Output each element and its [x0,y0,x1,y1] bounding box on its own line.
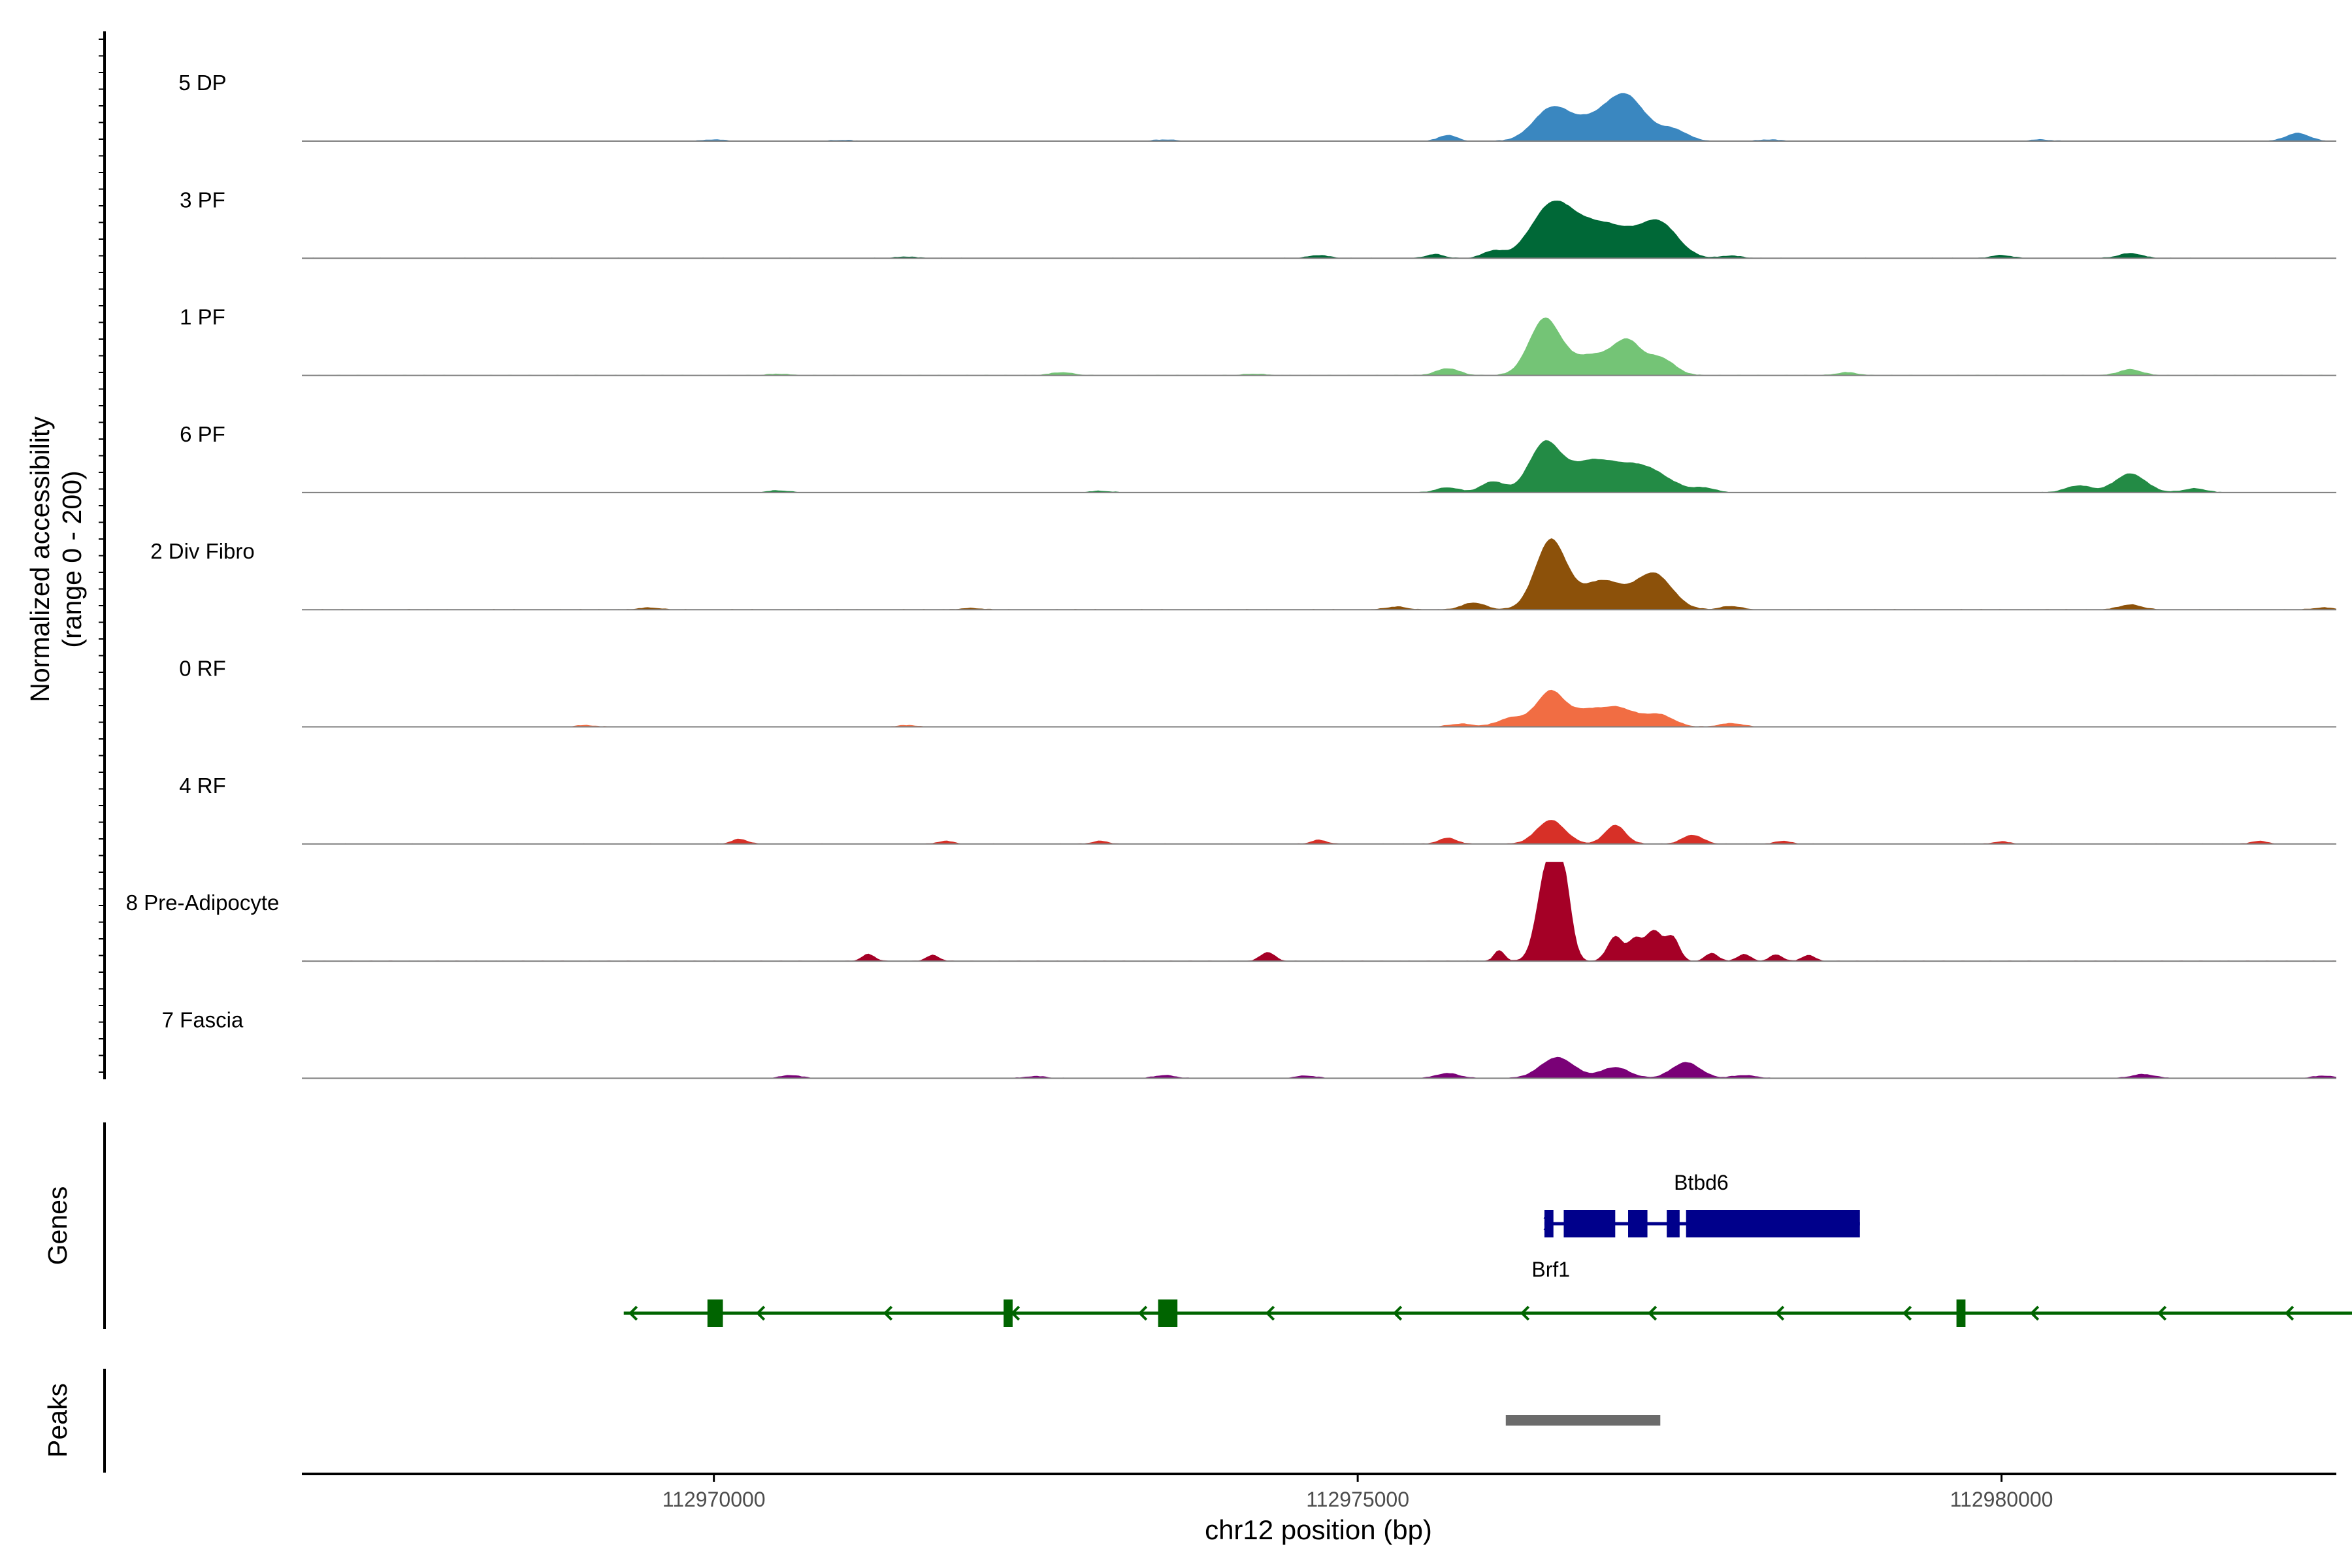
track-label-1-pf: 1 PF [180,305,225,329]
gene-exon [1667,1210,1680,1237]
coverage-y-axis [99,31,106,1079]
strand-arrow-icon [1902,1305,1912,1321]
gene-label-brf1: Brf1 [1531,1258,1570,1281]
x-tick-label: 112980000 [1950,1488,2053,1511]
y-axis-title-line2: (range 0 - 200) [57,470,87,647]
gene-brf1: Brf1 [623,1258,2352,1327]
gene-exon [1686,1210,1860,1237]
gene-exon [1563,1210,1616,1237]
track-label-5-dp: 5 DP [178,71,226,95]
gene-exon [1956,1299,1966,1327]
strand-arrow-icon [1647,1305,1658,1321]
strand-arrow-icon [2284,1305,2295,1321]
strand-arrow-icon [2157,1305,2167,1321]
track-label-4-rf: 4 RF [179,774,226,798]
strand-arrow-icon [1520,1305,1530,1321]
gene-models: Btbd6 Brf1 [623,1171,2352,1327]
track-8-pre-adipocyte: 8 Pre-Adipocyte [126,862,2336,962]
track-1-pf: 1 PF [180,305,2336,376]
gene-btbd6: Btbd6 [1543,1171,1860,1237]
track-label-3-pf: 3 PF [180,188,225,212]
x-tick-label: 112975000 [1306,1488,1409,1511]
coverage-area-1-pf [302,318,2336,376]
strand-arrow-icon [1137,1305,1148,1321]
genes-panel: Genes Btbd6 Brf1 [42,1122,2352,1329]
track-4-rf: 4 RF [179,774,2336,845]
peak-regions [1505,1415,1661,1426]
track-0-rf: 0 RF [179,657,2336,728]
track-3-pf: 3 PF [180,188,2336,259]
track-5-dp: 5 DP [178,71,2336,142]
gene-exon [1544,1210,1554,1237]
strand-arrow-icon [628,1305,638,1321]
track-6-pf: 6 PF [180,422,2336,493]
track-label-8-pre-adipocyte: 8 Pre-Adipocyte [126,890,280,915]
peaks-panel: Peaks [42,1369,1661,1473]
track-2-div-fibro: 2 Div Fibro [150,538,2336,611]
strand-arrow-icon [755,1305,766,1321]
coverage-area-6-pf [302,440,2336,493]
strand-arrow-icon [1392,1305,1403,1321]
strand-arrow-icon [1265,1305,1275,1321]
track-label-6-pf: 6 PF [180,422,225,446]
coverage-area-7-fascia [302,1056,2336,1079]
strand-arrow-icon [2029,1305,2040,1321]
x-axis-ticks: 112970000 112975000 112980000 [662,1474,2053,1511]
peak-region-bar [1505,1415,1661,1426]
gene-exon [1628,1210,1648,1237]
x-axis-title: chr12 position (bp) [1205,1514,1432,1545]
coverage-tracks: 5 DP 3 PF 1 PF 6 PF 2 Div Fibro 0 RF 4 RF 8 Pre… [126,71,2336,1079]
strand-arrow-icon [883,1305,893,1321]
gene-exon [707,1299,723,1327]
track-label-7-fascia: 7 Fascia [162,1007,244,1032]
genes-panel-label: Genes [42,1186,73,1266]
track-7-fascia: 7 Fascia [162,1007,2336,1079]
y-axis-title-line1: Normalized accessibility [25,416,55,702]
x-tick-label: 112970000 [662,1488,766,1511]
peaks-panel-label: Peaks [42,1383,73,1458]
track-label-0-rf: 0 RF [179,657,226,681]
gene-exon [1004,1299,1013,1327]
track-label-2-div-fibro: 2 Div Fibro [150,539,255,563]
gene-exon [1158,1299,1178,1327]
gene-label-btbd6: Btbd6 [1674,1171,1729,1194]
strand-arrow-icon [1774,1305,1785,1321]
x-axis: 112970000 112975000 112980000 chr12 positi… [302,1473,2336,1545]
